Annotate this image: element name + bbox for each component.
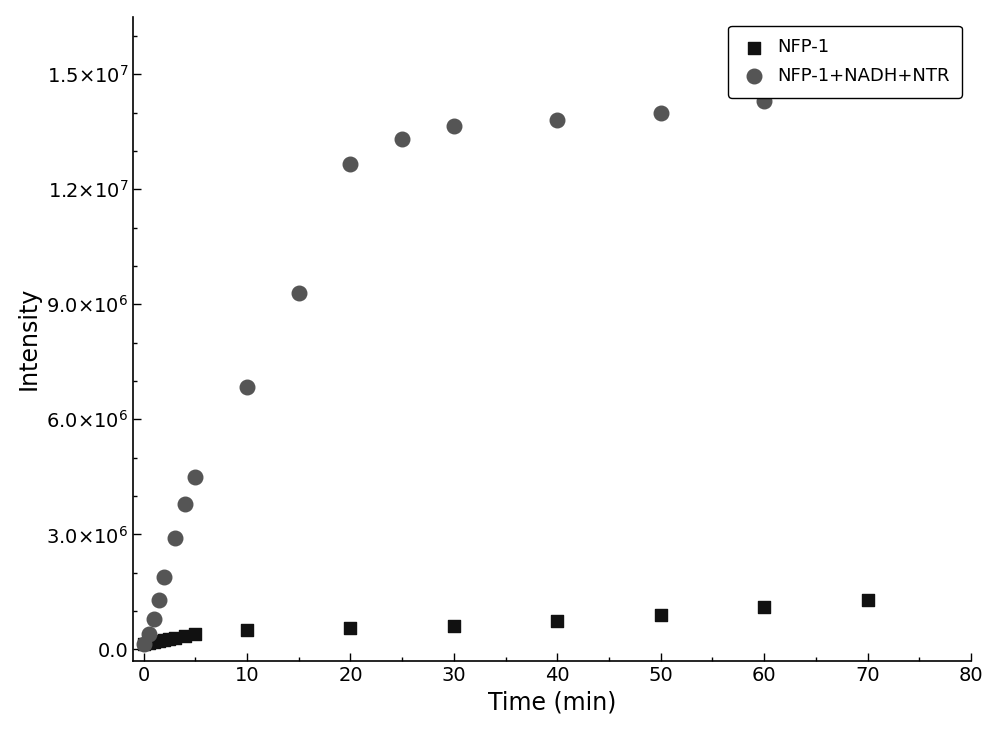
NFP-1+NADH+NTR (342, 159, 358, 170)
NFP-1+NADH+NTR (167, 532, 183, 544)
NFP-1 (549, 615, 565, 626)
NFP-1 (141, 637, 157, 648)
NFP-1 (151, 635, 167, 647)
Y-axis label: Intensity: Intensity (17, 287, 41, 390)
NFP-1+NADH+NTR (756, 95, 772, 107)
NFP-1+NADH+NTR (653, 107, 669, 118)
NFP-1+NADH+NTR (141, 628, 157, 640)
NFP-1 (156, 634, 172, 645)
NFP-1+NADH+NTR (860, 83, 876, 95)
NFP-1 (342, 623, 358, 635)
NFP-1 (161, 633, 177, 645)
NFP-1+NADH+NTR (187, 471, 203, 482)
NFP-1 (860, 594, 876, 605)
NFP-1+NADH+NTR (394, 134, 410, 145)
NFP-1+NADH+NTR (446, 120, 462, 132)
Legend: NFP-1, NFP-1+NADH+NTR: NFP-1, NFP-1+NADH+NTR (728, 26, 962, 98)
NFP-1 (167, 632, 183, 643)
NFP-1 (239, 624, 255, 636)
NFP-1 (136, 638, 152, 650)
NFP-1 (177, 630, 193, 642)
NFP-1+NADH+NTR (291, 287, 307, 299)
NFP-1+NADH+NTR (177, 498, 193, 510)
NFP-1+NADH+NTR (151, 594, 167, 605)
NFP-1+NADH+NTR (156, 571, 172, 583)
X-axis label: Time (min): Time (min) (488, 690, 616, 714)
NFP-1+NADH+NTR (146, 613, 162, 624)
NFP-1 (187, 628, 203, 640)
NFP-1 (146, 636, 162, 648)
NFP-1 (756, 602, 772, 613)
NFP-1 (653, 609, 669, 621)
NFP-1 (446, 621, 462, 632)
NFP-1+NADH+NTR (239, 381, 255, 393)
NFP-1+NADH+NTR (136, 638, 152, 650)
NFP-1+NADH+NTR (549, 114, 565, 126)
